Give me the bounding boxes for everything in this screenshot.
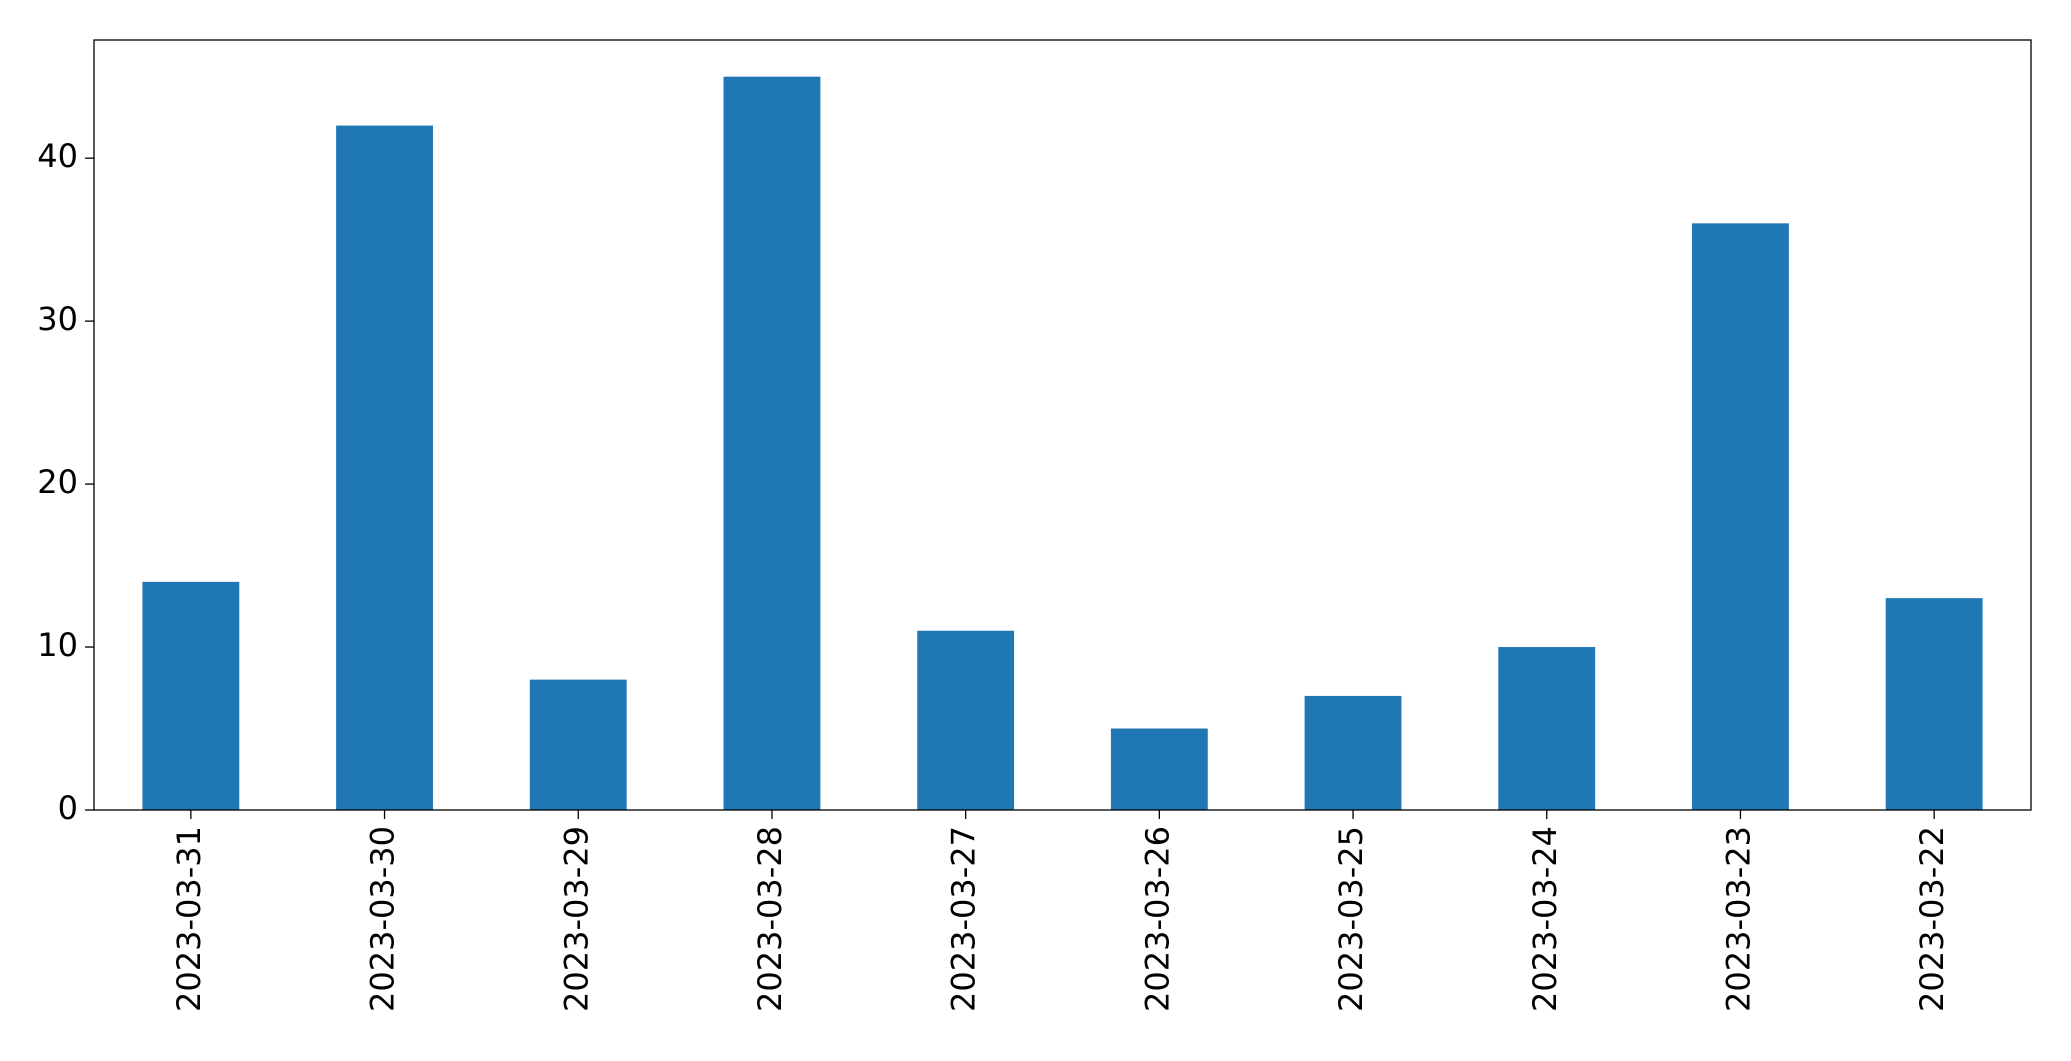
x-tick-label: 2023-03-30 bbox=[364, 826, 402, 1012]
y-tick-label: 30 bbox=[37, 300, 78, 338]
bar bbox=[1498, 647, 1596, 810]
x-tick-label: 2023-03-23 bbox=[1719, 826, 1757, 1012]
y-tick-label: 0 bbox=[58, 789, 78, 827]
bar bbox=[1110, 728, 1208, 810]
x-tick-label: 2023-03-26 bbox=[1138, 826, 1176, 1012]
x-tick-label: 2023-03-28 bbox=[751, 826, 789, 1012]
y-tick-label: 10 bbox=[37, 626, 78, 664]
x-tick-label: 2023-03-25 bbox=[1332, 826, 1370, 1012]
y-tick-label: 20 bbox=[37, 463, 78, 501]
bar bbox=[336, 125, 433, 811]
y-tick-label: 40 bbox=[37, 137, 78, 175]
bar bbox=[529, 679, 627, 810]
x-tick-label: 2023-03-29 bbox=[557, 826, 595, 1012]
bar bbox=[142, 581, 240, 810]
bar bbox=[723, 76, 821, 810]
x-tick-label: 2023-03-27 bbox=[945, 826, 983, 1012]
x-tick-label: 2023-03-22 bbox=[1913, 826, 1951, 1012]
bar bbox=[1692, 223, 1789, 811]
bar bbox=[1885, 598, 1983, 810]
x-tick-label: 2023-03-24 bbox=[1526, 826, 1564, 1012]
bar bbox=[1304, 695, 1402, 810]
bar bbox=[917, 630, 1015, 810]
plot-frame bbox=[93, 39, 2032, 811]
x-tick-label: 2023-03-31 bbox=[170, 826, 208, 1012]
